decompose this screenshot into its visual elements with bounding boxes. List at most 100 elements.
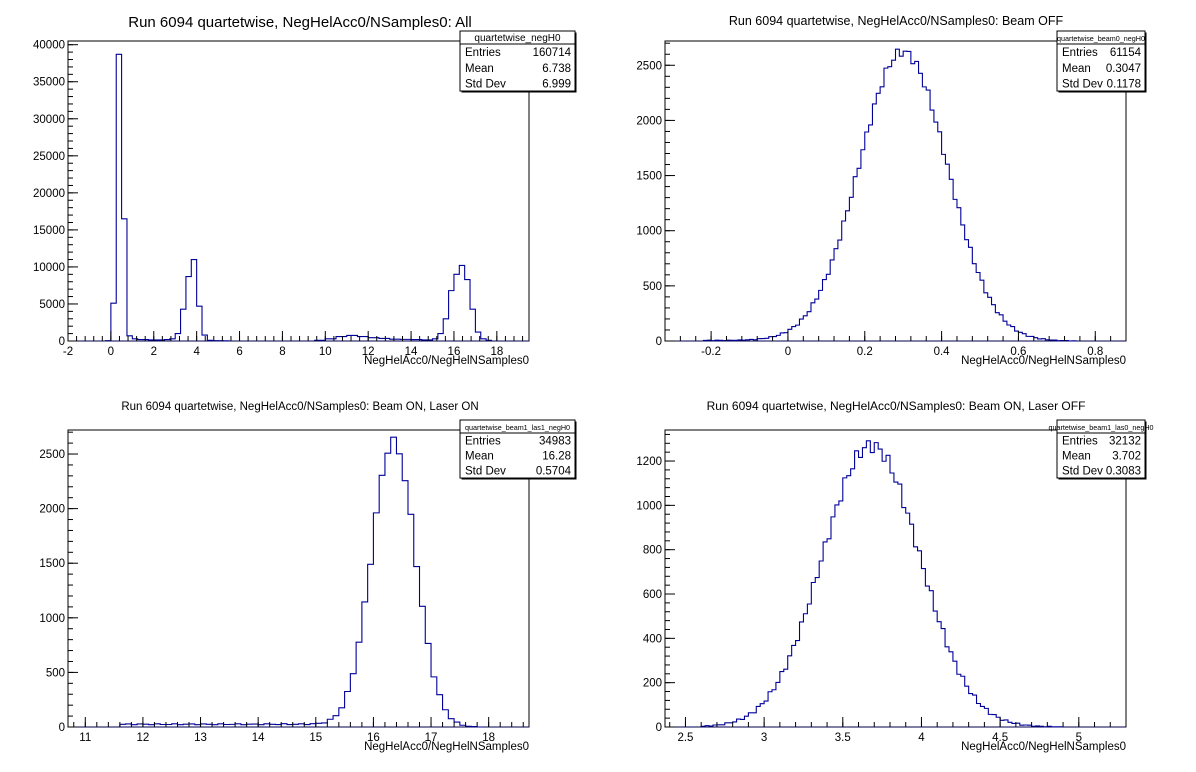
stats-row-label: Std Dev [465, 466, 506, 478]
x-tick-label: 0 [785, 346, 791, 358]
histogram-pad-4: Run 6094 quartetwise, NegHelAcc0/NSample… [636, 399, 1153, 753]
stats-row-value: 3.702 [1112, 451, 1141, 463]
stats-box-name: quartetwise_beam1_las1_negH0 [465, 423, 570, 432]
x-tick-label: 0.8 [1087, 346, 1103, 358]
histogram-pad-3: Run 6094 quartetwise, NegHelAcc0/NSample… [39, 401, 577, 753]
y-tick-label: 5000 [39, 299, 65, 311]
x-axis-label: NegHelAcc0/NegHelNSamples0 [961, 741, 1126, 753]
stats-box: quartetwise_beam0_negH0 Entries 61154 Mean 0… [1056, 30, 1147, 93]
stats-row-value: 61154 [1110, 47, 1142, 59]
stats-row-value: 160714 [533, 47, 572, 59]
x-tick-label: 3.5 [835, 732, 851, 744]
y-tick-label: 1500 [39, 558, 65, 570]
x-tick-label: 2.5 [677, 732, 693, 744]
x-tick-label: 0.6 [1010, 346, 1026, 358]
stats-box-name: quartetwise_beam0_negH0 [1057, 34, 1145, 43]
x-tick-label: -2 [63, 346, 73, 358]
y-tick-label: 800 [643, 545, 662, 557]
stats-box-name: quartetwise_beam1_las0_negH0 [1048, 423, 1153, 432]
stats-row-label: Entries [1062, 436, 1098, 448]
x-tick-label: 6 [236, 346, 242, 358]
stats-box: quartetwise_beam1_las0_negH0 Entries 32132… [1048, 419, 1154, 480]
histogram-series [702, 48, 1077, 342]
x-tick-label: -0.2 [701, 346, 721, 358]
x-axis-label: NegHelAcc0/NegHelNSamples0 [961, 355, 1126, 367]
y-tick-label: 15000 [33, 225, 65, 237]
x-tick-label: 11 [79, 732, 91, 744]
y-tick-label: 2000 [636, 115, 662, 127]
y-tick-label: 0 [59, 336, 65, 348]
y-tick-label: 1000 [636, 500, 662, 512]
y-tick-label: 500 [46, 667, 65, 679]
histogram-series [119, 436, 483, 728]
stats-box: quartetwise_beam1_las1_negH0 Entries 34983… [459, 419, 577, 480]
x-tick-label: 4 [918, 732, 925, 744]
x-tick-label: 14 [405, 346, 418, 358]
chart-title: Run 6094 quartetwise, NegHelAcc0/NSample… [121, 401, 478, 413]
x-tick-label: 10 [319, 346, 332, 358]
chart-title: Run 6094 quartetwise, NegHelAcc0/NSample… [707, 399, 1086, 413]
stats-row-value: 0.3047 [1106, 63, 1141, 75]
y-tick-label: 200 [643, 678, 662, 690]
stats-row-value: 34983 [539, 436, 571, 448]
stats-row-label: Mean [1062, 63, 1091, 75]
stats-row-value: 32132 [1109, 436, 1141, 448]
stats-row-value: 0.1178 [1107, 79, 1141, 91]
y-tick-label: 0 [59, 722, 65, 734]
stats-box-frame [459, 30, 576, 92]
y-tick-label: 600 [643, 589, 662, 601]
y-tick-label: 500 [643, 281, 662, 293]
x-tick-label: 12 [137, 732, 150, 744]
x-tick-label: 5 [1076, 732, 1082, 744]
y-tick-label: 0 [656, 336, 662, 348]
x-tick-label: 0.4 [934, 346, 951, 358]
y-tick-label: 30000 [33, 114, 65, 126]
stats-box-frame [1056, 419, 1146, 479]
x-tick-label: 13 [194, 732, 207, 744]
stats-box-name: quartetwise_negH0 [474, 33, 561, 44]
stats-row-label: Mean [1062, 451, 1091, 463]
stats-row-label: Mean [465, 451, 494, 463]
y-tick-label: 20000 [33, 188, 65, 200]
y-tick-label: 1000 [39, 613, 65, 625]
y-tick-label: 2000 [39, 504, 65, 516]
chart-title: Run 6094 quartetwise, NegHelAcc0/NSample… [128, 14, 472, 31]
x-tick-label: 2 [151, 346, 157, 358]
stats-row-label: Std Dev [1062, 466, 1103, 478]
y-tick-label: 1000 [636, 226, 662, 238]
x-tick-label: 15 [309, 732, 322, 744]
x-tick-label: 16 [448, 346, 461, 358]
stats-row-label: Entries [465, 436, 501, 448]
y-tick-label: 10000 [33, 262, 65, 274]
stats-box: quartetwise_negH0 Entries 160714 Mean 6.738 S… [459, 30, 577, 93]
stats-row-value: 0.3083 [1106, 466, 1141, 478]
histogram-series [104, 53, 493, 342]
x-axis-label: NegHelAcc0/NegHelNSamples0 [364, 741, 529, 753]
stats-row-value: 0.5704 [536, 466, 572, 478]
stats-row-value: 16.28 [542, 451, 571, 463]
x-tick-label: 3 [761, 732, 767, 744]
x-axis-label: NegHelAcc0/NegHelNSamples0 [364, 355, 529, 367]
stats-row-label: Std Dev [465, 79, 506, 91]
y-tick-label: 1500 [636, 171, 662, 183]
stats-row-value: 6.738 [542, 63, 571, 75]
x-tick-label: 8 [279, 346, 285, 358]
histogram-pad-1: Run 6094 quartetwise, NegHelAcc0/NSample… [33, 14, 577, 367]
x-tick-label: 18 [482, 732, 495, 744]
stats-row-value: 6.999 [542, 79, 571, 91]
histogram-pad-2: Run 6094 quartetwise, NegHelAcc0/NSample… [636, 14, 1147, 367]
chart-title: Run 6094 quartetwise, NegHelAcc0/NSample… [729, 14, 1064, 28]
stats-row-label: Entries [465, 47, 501, 59]
y-tick-label: 35000 [33, 77, 65, 89]
y-tick-label: 2500 [636, 60, 662, 72]
x-tick-label: 0 [108, 346, 114, 358]
y-tick-label: 0 [656, 722, 662, 734]
y-tick-label: 25000 [33, 151, 65, 163]
x-tick-label: 16 [367, 732, 380, 744]
x-tick-label: 0.2 [857, 346, 873, 358]
stats-box-frame [1056, 30, 1146, 92]
stats-row-label: Entries [1062, 47, 1098, 59]
stats-box-frame [459, 419, 576, 479]
